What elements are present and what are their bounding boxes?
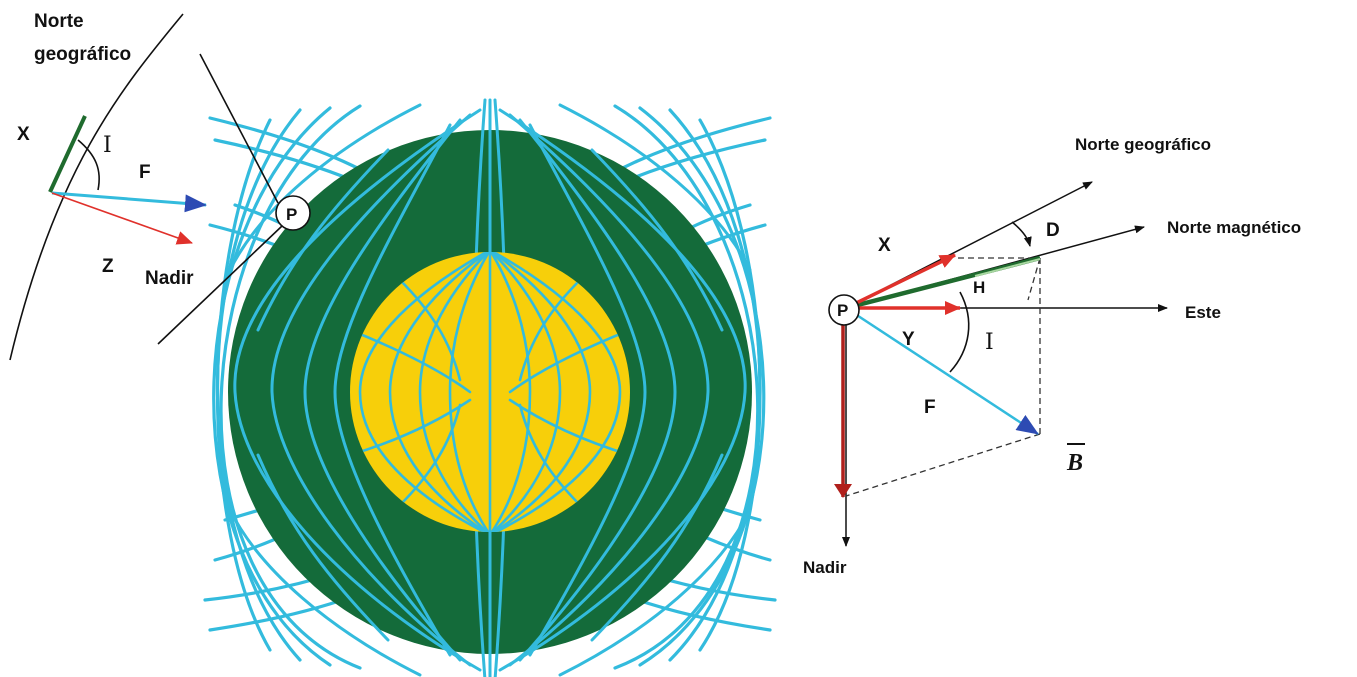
tangent-line-upper: [199, 53, 279, 204]
x-label-left: X: [17, 124, 30, 145]
point-p-left-label: P: [286, 205, 297, 224]
z-nadir-arrow: [51, 192, 193, 245]
z-label-left: Z: [102, 256, 114, 277]
x-component-arrow: [845, 253, 956, 310]
projection-lines: [845, 257, 1041, 497]
f-label-left: F: [139, 162, 151, 183]
inclination-angle-arc-right: [949, 291, 970, 373]
east-label: Este: [1185, 303, 1221, 322]
h-vector: [845, 255, 1041, 311]
y-label-right: Y: [902, 329, 915, 350]
h-label: H: [973, 278, 985, 297]
point-p-left: [275, 195, 311, 231]
mantle-field-lines: [228, 98, 752, 677]
b-vector-label: B: [1066, 450, 1083, 476]
f-vector-arrow: [51, 191, 207, 213]
north-geo-label-line1: Norte: [34, 11, 84, 32]
north-geo-label-line2: geográfico: [34, 44, 131, 65]
core-field-lines: [350, 252, 630, 532]
north-mag-label: Norte magnético: [1167, 218, 1301, 237]
x-label-right: X: [878, 235, 891, 256]
earth-surface-arc: [9, 13, 184, 361]
inclination-label-left: I: [103, 133, 112, 158]
point-p-right: [828, 294, 860, 326]
nadir-label-left: Nadir: [145, 268, 194, 289]
tangent-line-lower: [157, 225, 283, 345]
nadir-label-right: Nadir: [803, 558, 847, 577]
left-local-frame: P Norte geográfico X I F Z Nadir: [9, 11, 311, 361]
f-vector-arrow-right: [845, 306, 1039, 436]
declination-label: D: [1046, 220, 1060, 241]
inclination-angle-arc: [77, 139, 100, 191]
inclination-label-right: I: [985, 330, 994, 355]
north-geo-label-right: Norte geográfico: [1075, 135, 1211, 154]
x-component-line: [48, 115, 87, 193]
f-label-right: F: [924, 397, 936, 418]
right-vector-diagram: P Norte geográfico Norte magnético Este …: [803, 135, 1301, 577]
declination-angle-arc: [1011, 221, 1032, 247]
earth-figure: [203, 98, 777, 677]
h-vector-highlight: [974, 258, 1041, 277]
point-p-right-label: P: [837, 301, 848, 320]
